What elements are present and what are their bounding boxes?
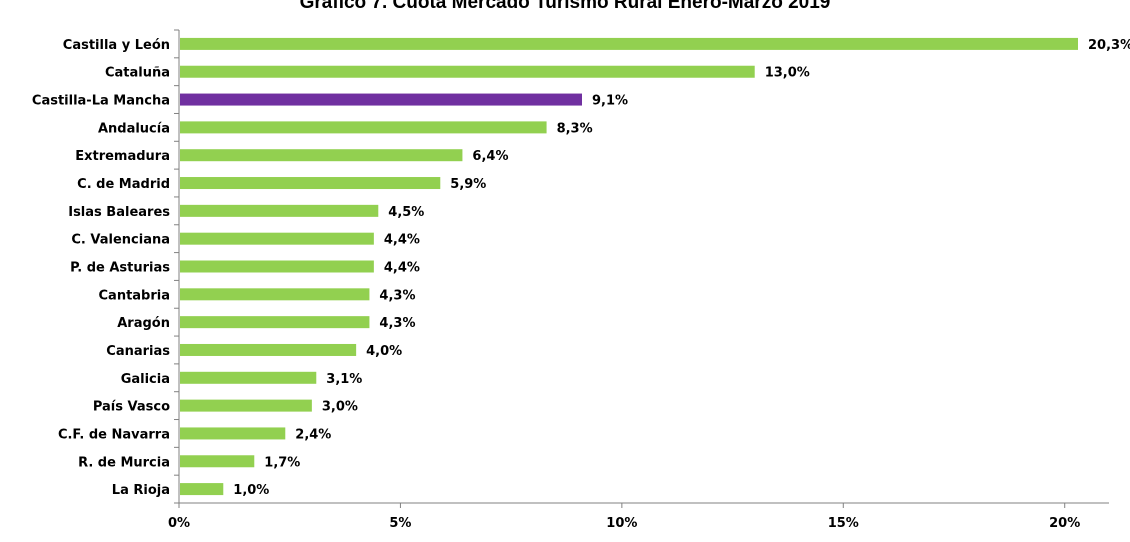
category-label: Andalucía <box>98 121 170 136</box>
category-label: R. de Murcia <box>78 455 170 470</box>
category-label: Canarias <box>106 344 170 359</box>
bar <box>180 204 379 217</box>
x-tick-label: 15% <box>828 516 859 531</box>
category-label: Cantabria <box>99 288 171 303</box>
value-label: 9,1% <box>592 94 628 109</box>
category-label: Aragón <box>117 316 170 331</box>
category-label: C.F. de Navarra <box>58 427 170 442</box>
value-label: 2,4% <box>295 427 331 442</box>
value-label: 20,3% <box>1088 38 1130 53</box>
bar <box>180 37 1078 50</box>
x-tick-label: 0% <box>168 516 190 531</box>
category-label: C. Valenciana <box>71 233 170 248</box>
bar <box>180 65 755 78</box>
bar <box>180 343 357 356</box>
value-label: 8,3% <box>557 121 593 136</box>
value-label: 4,4% <box>384 233 420 248</box>
bar <box>180 232 374 245</box>
x-tick-label: 10% <box>606 516 637 531</box>
category-label: La Rioja <box>112 483 170 498</box>
value-label: 4,0% <box>366 344 402 359</box>
value-label: 4,4% <box>384 261 420 276</box>
category-label: Islas Baleares <box>68 205 170 220</box>
bar <box>180 121 547 134</box>
bar <box>180 483 224 496</box>
bar <box>180 427 286 440</box>
category-label: C. de Madrid <box>77 177 170 192</box>
value-label: 1,7% <box>264 455 300 470</box>
x-tick-label: 5% <box>389 516 411 531</box>
value-label: 5,9% <box>450 177 486 192</box>
value-label: 6,4% <box>472 149 508 164</box>
category-label: País Vasco <box>93 400 170 415</box>
value-label: 1,0% <box>233 483 269 498</box>
value-label: 13,0% <box>765 66 810 81</box>
category-label: Extremadura <box>75 149 170 164</box>
category-label: Galicia <box>121 372 170 387</box>
value-label: 3,1% <box>326 372 362 387</box>
x-tick-label: 20% <box>1049 516 1080 531</box>
bar <box>180 455 255 468</box>
value-label: 4,3% <box>379 288 415 303</box>
category-label: Castilla y León <box>63 38 170 53</box>
bar <box>180 260 374 273</box>
value-label: 3,0% <box>322 400 358 415</box>
bar <box>180 177 441 190</box>
bar <box>180 288 370 301</box>
category-label: P. de Asturias <box>70 261 170 276</box>
value-label: 4,5% <box>388 205 424 220</box>
chart-title: Gráfico 7. Cuota Mercado Turismo Rural E… <box>299 0 831 13</box>
value-label: 4,3% <box>379 316 415 331</box>
bar <box>180 149 463 162</box>
category-label: Cataluña <box>105 66 170 81</box>
bar <box>180 316 370 329</box>
bar <box>180 371 317 384</box>
bar <box>180 399 312 412</box>
bar <box>180 93 582 106</box>
category-label: Castilla-La Mancha <box>32 94 170 109</box>
